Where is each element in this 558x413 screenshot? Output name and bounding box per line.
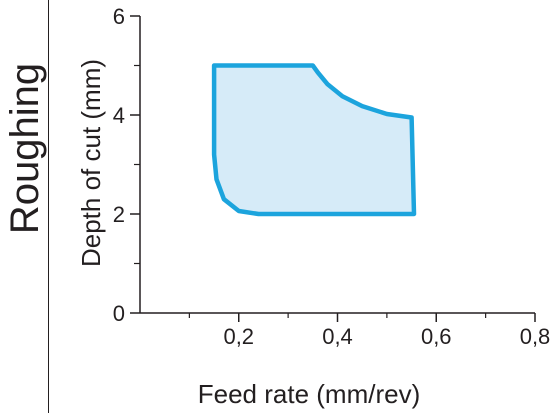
y-tick-label: 2 bbox=[113, 202, 125, 227]
y-tick-label: 6 bbox=[113, 4, 125, 29]
x-tick-label: 0,2 bbox=[223, 324, 254, 349]
operating-region bbox=[211, 63, 417, 217]
x-tick-label: 0,4 bbox=[322, 324, 353, 349]
y-axis-title: Depth of cut (mm) bbox=[76, 59, 106, 267]
y-tick-label: 0 bbox=[113, 301, 125, 326]
y-tick-label: 4 bbox=[113, 103, 125, 128]
x-axis-title: Feed rate (mm/rev) bbox=[198, 379, 421, 409]
x-tick-label: 0,6 bbox=[421, 324, 452, 349]
section-divider bbox=[48, 0, 49, 413]
region-layer bbox=[211, 63, 417, 217]
x-tick-label: 0,8 bbox=[520, 324, 551, 349]
axes: 0,2 0,4 0,6 0,8 0 2 4 6 bbox=[113, 4, 551, 349]
